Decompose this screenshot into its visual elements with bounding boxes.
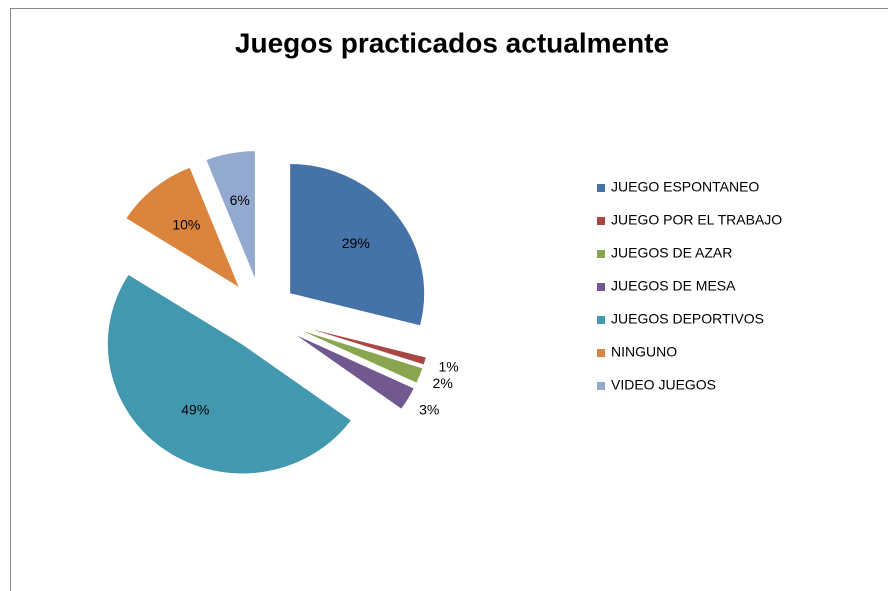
pie-slice: [205, 150, 256, 281]
data-label: 10%: [172, 217, 200, 233]
legend-label: VIDEO JUEGOS: [611, 377, 716, 393]
legend-swatch: [597, 349, 605, 357]
chart-frame: [10, 8, 888, 591]
legend-swatch: [597, 184, 605, 192]
data-label: 6%: [230, 192, 250, 208]
legend-label: JUEGO ESPONTANEO: [611, 179, 759, 195]
data-label: 2%: [433, 375, 453, 391]
legend-swatch: [597, 382, 605, 390]
pie-slice: [294, 327, 424, 384]
legend-label: NINGUNO: [611, 344, 677, 360]
pie-slice: [291, 332, 415, 410]
data-label: 29%: [342, 235, 370, 251]
legend-label: JUEGOS DE AZAR: [611, 245, 732, 261]
legend-swatch: [597, 283, 605, 291]
pie-slice: [289, 163, 426, 327]
pie-slice: [125, 166, 241, 290]
legend-swatch: [597, 217, 605, 225]
legend-label: JUEGOS DE MESA: [611, 278, 736, 294]
pie-slice: [295, 324, 427, 366]
pie-slice: [106, 273, 353, 475]
data-label: 3%: [419, 402, 439, 418]
legend-label: JUEGO POR EL TRABAJO: [611, 212, 782, 228]
legend-swatch: [597, 250, 605, 258]
data-label: 1%: [438, 358, 458, 374]
data-label: 49%: [181, 401, 209, 417]
chart-title: Juegos practicados actualmente: [235, 27, 669, 58]
legend-swatch: [597, 316, 605, 324]
legend-label: JUEGOS DEPORTIVOS: [611, 311, 764, 327]
